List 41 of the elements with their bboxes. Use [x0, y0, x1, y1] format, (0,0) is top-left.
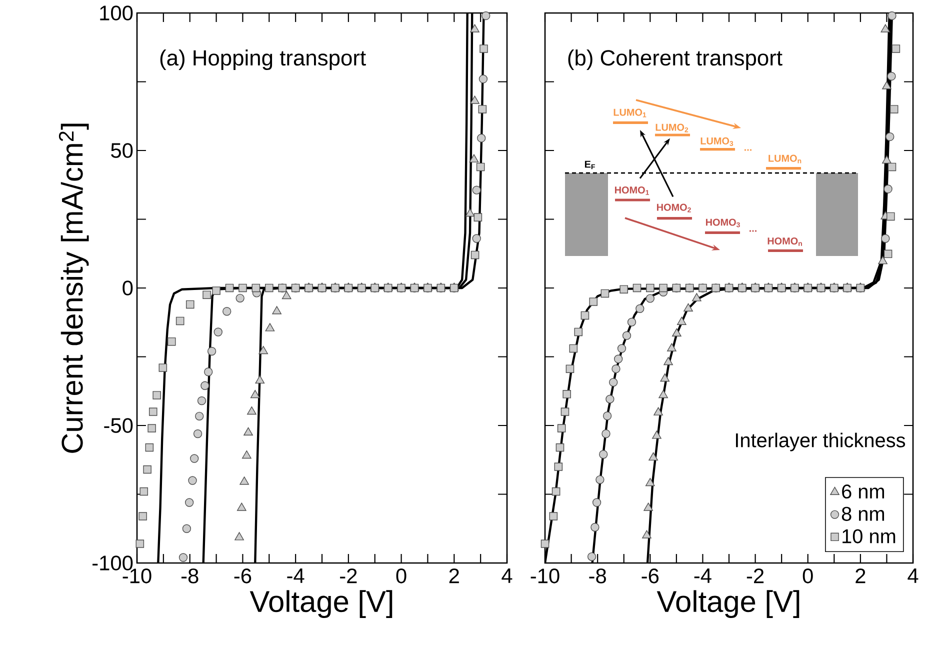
x-axis-title: Voltage [V] — [250, 590, 392, 618]
x-tick-label: -6 — [234, 568, 252, 584]
x-tick-label: -10 — [530, 568, 560, 584]
annotation: LUMO$_{n}$ — [768, 154, 802, 164]
annotation: LUMO$_{2}$ — [656, 124, 688, 132]
annotation: LUMO$_{3}$ — [700, 137, 734, 146]
annotation: HOMO$_{3}$ — [706, 218, 740, 228]
legend-label: 10 nm — [842, 529, 896, 544]
annotation: ... — [750, 230, 756, 232]
x-tick-label: 4 — [908, 568, 918, 583]
y-tick-label: 0 — [122, 280, 133, 296]
annotation: HOMO$_{1}$ — [614, 186, 650, 195]
text: (a) Hopping transport — [160, 50, 366, 70]
y-tick-label: 50 — [111, 143, 133, 158]
legend-label: 8 nm — [842, 506, 884, 521]
y-axis-title: Current density [mA/cm$^{2}$] — [58, 124, 89, 453]
x-tick-label: 4 — [502, 568, 512, 583]
text: (b) Coherent transport — [568, 50, 782, 70]
x-tick-label: -8 — [589, 568, 606, 584]
annotation: HOMO$_{n}$ — [768, 237, 802, 246]
annotation: E$_{F}$ — [584, 160, 595, 170]
x-tick-label: 0 — [396, 568, 406, 584]
x-tick-label: -2 — [340, 568, 357, 584]
x-tick-label: 2 — [449, 568, 459, 584]
annotation: LUMO$_{1}$ — [614, 108, 646, 118]
x-tick-label: -4 — [287, 568, 304, 583]
legend-label: 6 nm — [842, 484, 884, 499]
x-tick-label: -8 — [181, 568, 198, 584]
x-tick-label: -2 — [746, 568, 764, 584]
y-tick-label: -50 — [104, 418, 133, 433]
annotation: HOMO$_{2}$ — [656, 204, 691, 212]
x-tick-label: 0 — [802, 568, 813, 584]
annotation: ... — [744, 149, 752, 151]
x-tick-label: -10 — [122, 568, 152, 584]
x-tick-label: -6 — [642, 568, 659, 584]
y-tick-label: -100 — [92, 556, 133, 570]
x-tick-label: 2 — [856, 568, 866, 584]
x-axis-title: Voltage [V] — [656, 590, 800, 618]
legend-title: Interlayer thickness — [736, 432, 906, 452]
y-tick-label: 100 — [100, 6, 133, 20]
x-tick-label: -4 — [694, 568, 712, 583]
